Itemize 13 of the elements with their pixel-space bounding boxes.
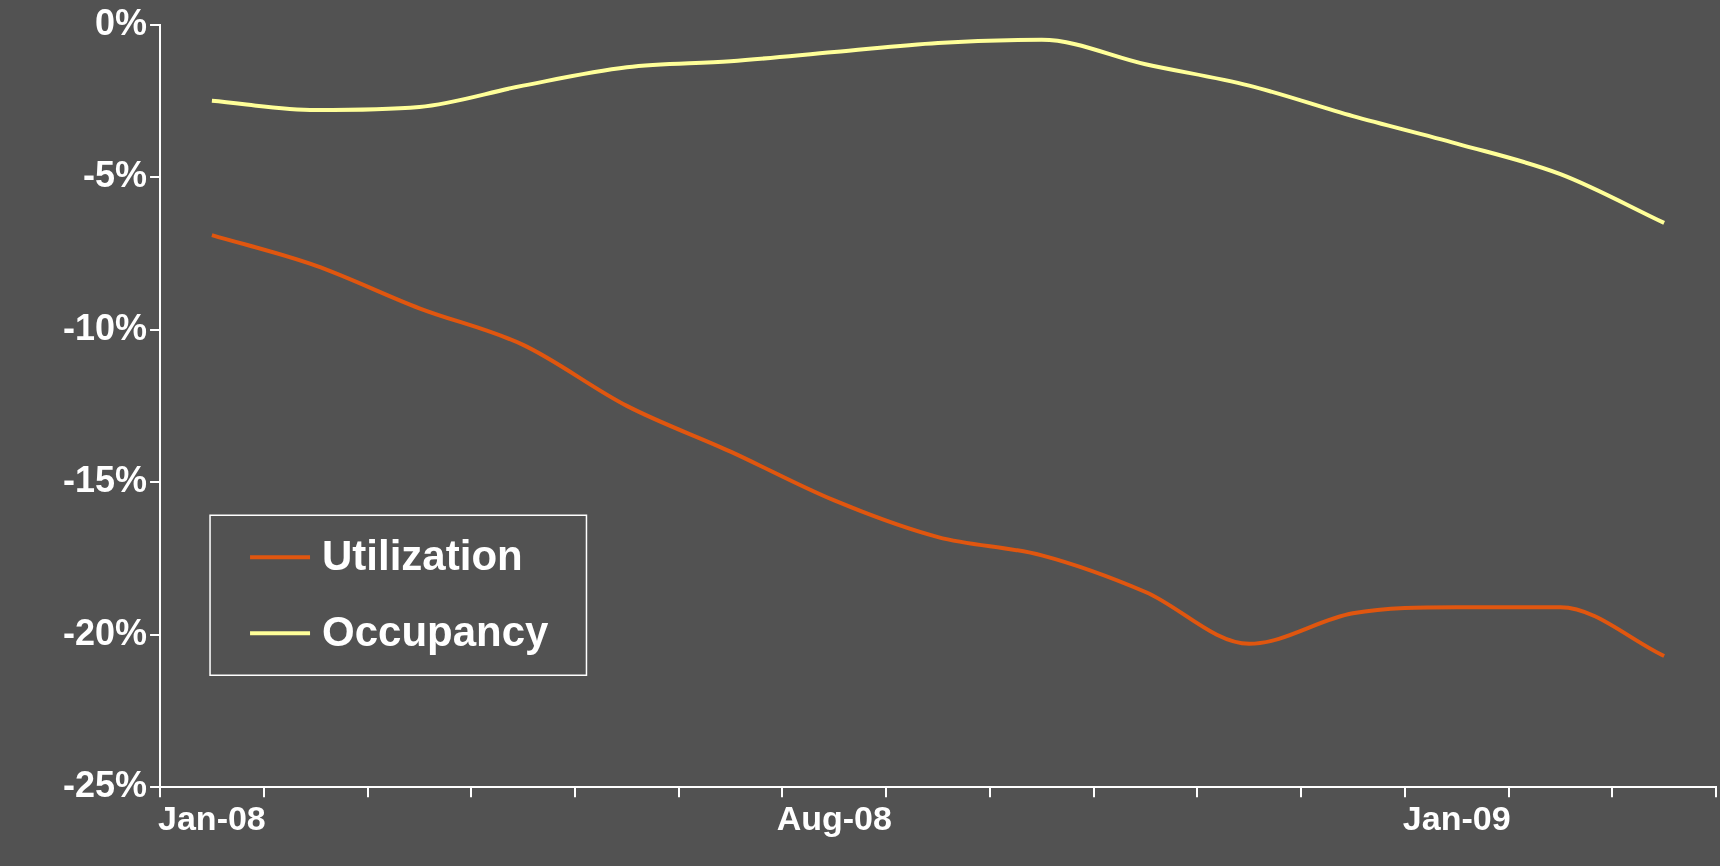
- y-tick-label: -15%: [62, 459, 148, 501]
- legend-label: Occupancy: [322, 607, 550, 655]
- line-series: [209, 233, 1667, 659]
- y-tick-label: -5%: [83, 154, 148, 196]
- x-tick-label: Aug-08: [776, 798, 892, 837]
- line-series: [209, 37, 1667, 225]
- x-tick-label: Jan-08: [158, 798, 266, 837]
- y-tick-label: 0%: [95, 1, 148, 43]
- y-tick-label: -20%: [62, 611, 148, 653]
- y-tick-label: -10%: [62, 306, 148, 348]
- legend-label: Utilization: [322, 531, 523, 579]
- y-tick-label: -25%: [62, 764, 148, 806]
- x-tick-label: Jan-09: [1402, 798, 1511, 837]
